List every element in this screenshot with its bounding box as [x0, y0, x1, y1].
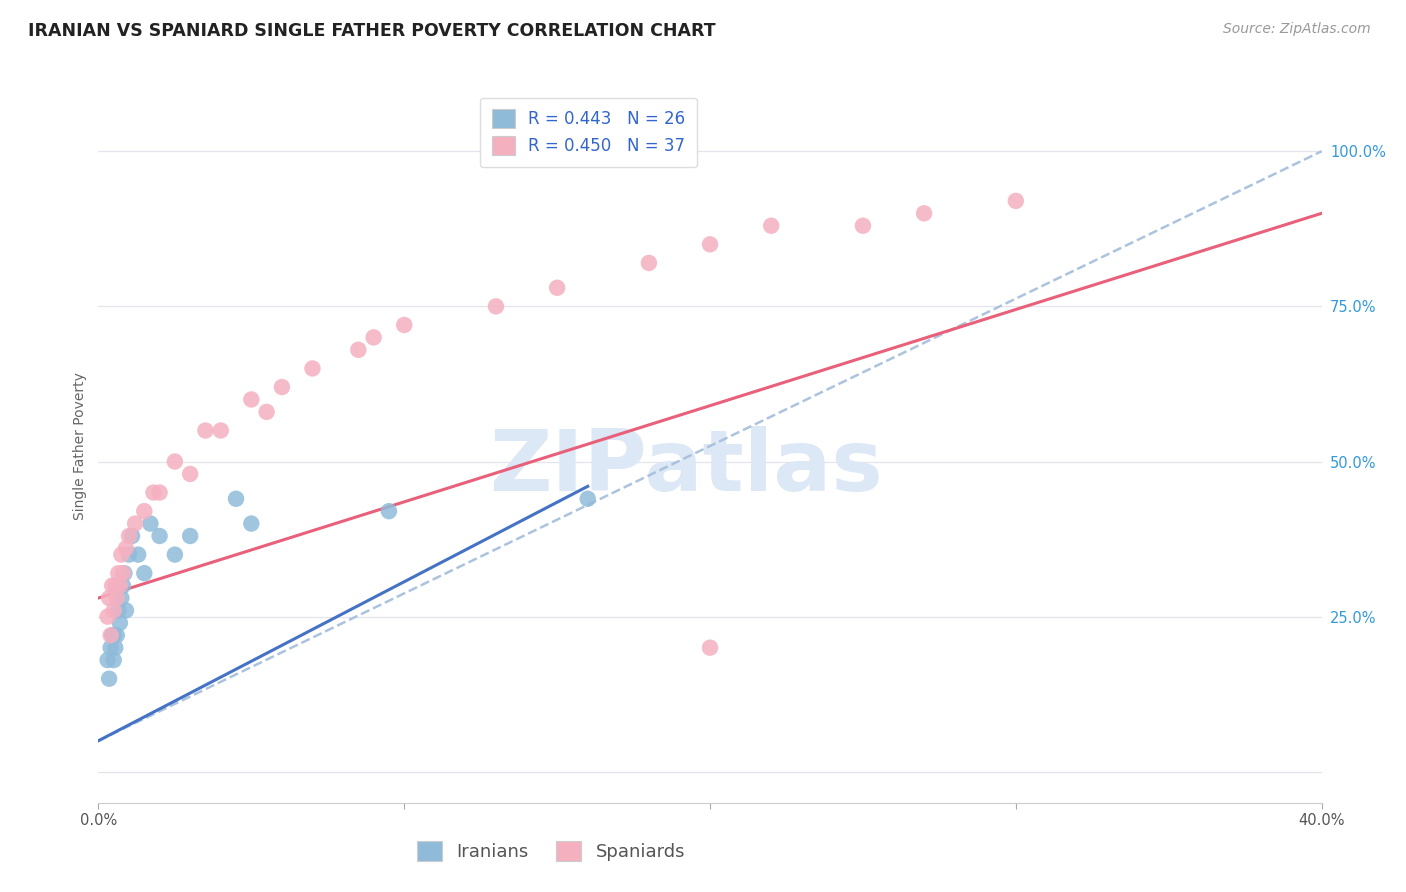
Point — [107, 603, 129, 617]
Point — [378, 504, 401, 518]
Point — [240, 392, 263, 407]
Point — [139, 516, 162, 531]
Point — [134, 504, 156, 518]
Point — [104, 579, 127, 593]
Point — [546, 281, 568, 295]
Point — [240, 516, 263, 531]
Point — [118, 529, 141, 543]
Point — [485, 299, 508, 313]
Point — [110, 591, 132, 605]
Point — [115, 541, 138, 556]
Point — [270, 380, 294, 394]
Point — [103, 653, 125, 667]
Point — [105, 628, 128, 642]
Point — [852, 219, 875, 233]
Point — [127, 548, 149, 562]
Point — [179, 467, 201, 481]
Point — [209, 424, 232, 438]
Point — [103, 603, 125, 617]
Point — [103, 628, 125, 642]
Point — [256, 405, 278, 419]
Point — [111, 579, 134, 593]
Point — [1004, 194, 1026, 208]
Point — [149, 529, 172, 543]
Point — [101, 579, 124, 593]
Point — [392, 318, 416, 332]
Point — [363, 330, 385, 344]
Legend: Iranians, Spaniards: Iranians, Spaniards — [409, 833, 692, 869]
Point — [179, 529, 201, 543]
Point — [637, 256, 661, 270]
Point — [118, 548, 141, 562]
Point — [98, 672, 121, 686]
Point — [163, 548, 186, 562]
Point — [194, 424, 217, 438]
Point — [112, 566, 135, 581]
Point — [101, 628, 124, 642]
Point — [108, 579, 131, 593]
Text: IRANIAN VS SPANIARD SINGLE FATHER POVERTY CORRELATION CHART: IRANIAN VS SPANIARD SINGLE FATHER POVERT… — [28, 22, 716, 40]
Point — [576, 491, 599, 506]
Point — [97, 609, 120, 624]
Point — [347, 343, 370, 357]
Point — [105, 591, 128, 605]
Point — [100, 640, 122, 655]
Point — [699, 237, 721, 252]
Point — [107, 566, 129, 581]
Point — [115, 603, 138, 617]
Point — [699, 640, 721, 655]
Point — [301, 361, 323, 376]
Point — [100, 628, 122, 642]
Point — [121, 529, 143, 543]
Point — [111, 566, 134, 581]
Point — [912, 206, 935, 220]
Text: ZIPatlas: ZIPatlas — [489, 425, 883, 509]
Point — [108, 615, 131, 630]
Point — [761, 219, 783, 233]
Point — [134, 566, 156, 581]
Point — [104, 640, 127, 655]
Point — [97, 653, 120, 667]
Point — [225, 491, 247, 506]
Point — [98, 591, 121, 605]
Point — [142, 485, 165, 500]
Point — [163, 454, 186, 468]
Y-axis label: Single Father Poverty: Single Father Poverty — [73, 372, 87, 520]
Text: Source: ZipAtlas.com: Source: ZipAtlas.com — [1223, 22, 1371, 37]
Point — [149, 485, 172, 500]
Point — [124, 516, 146, 531]
Point — [110, 548, 132, 562]
